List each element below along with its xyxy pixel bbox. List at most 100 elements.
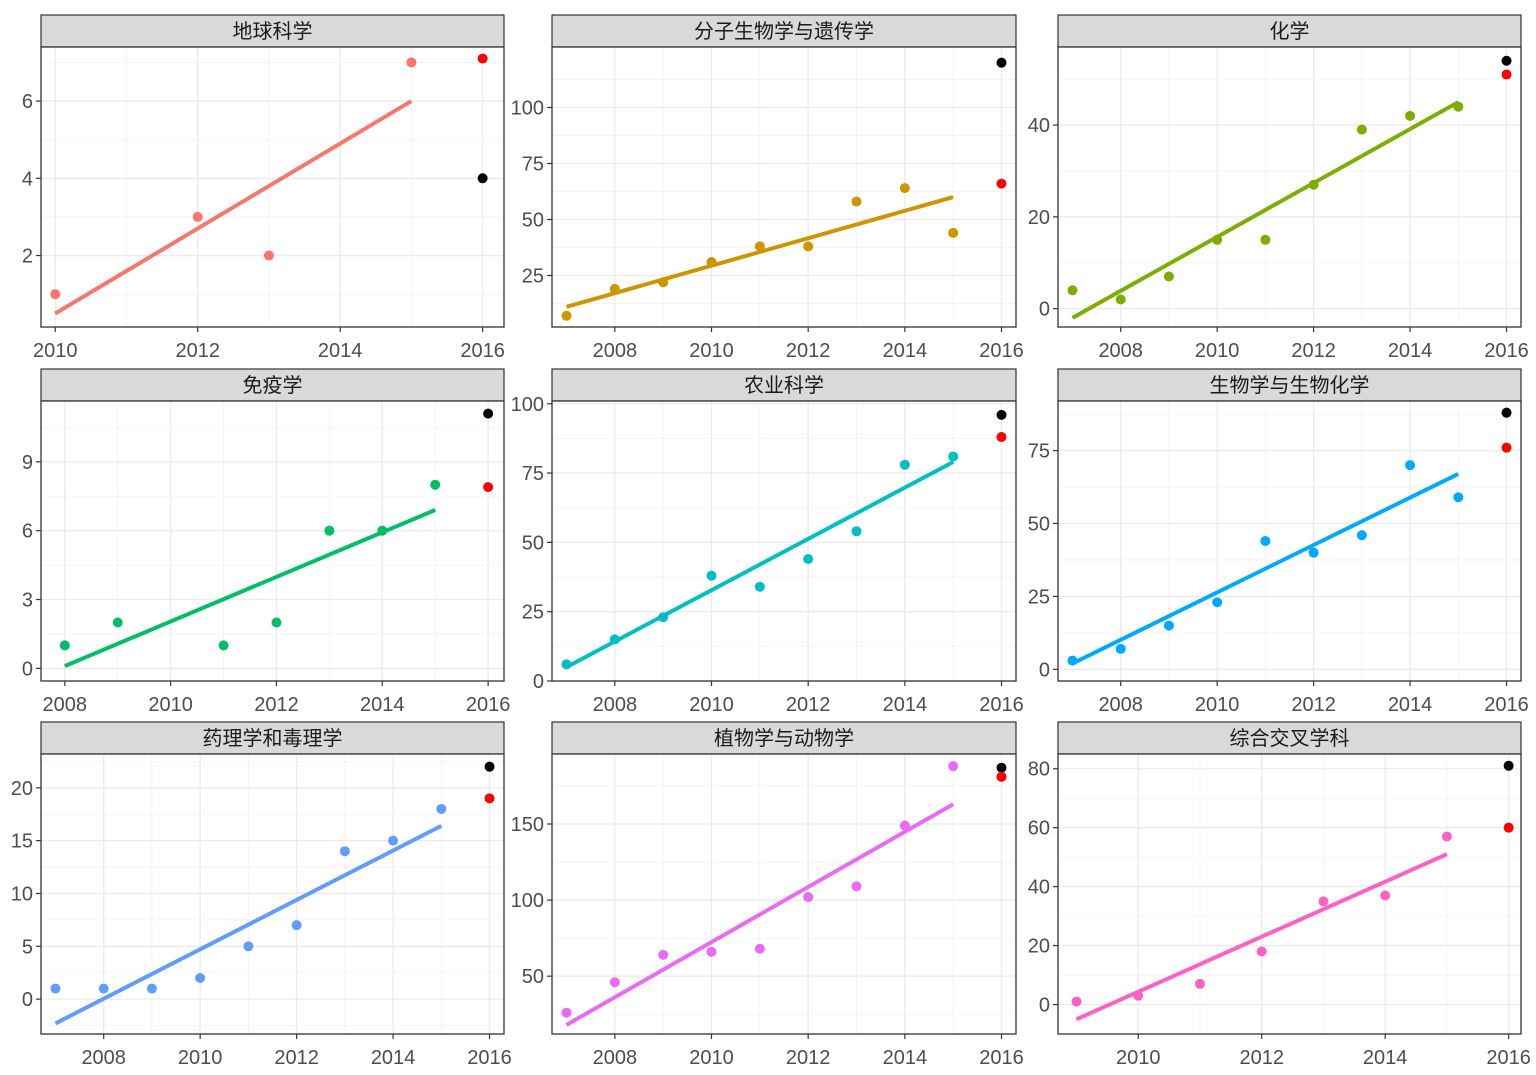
facet-panel: 农业科学 2008 2010 2012 2014 2016 0 25 50 75 100 — [511, 368, 1024, 716]
x-tick-label: 2012 — [1239, 1047, 1284, 1069]
x-tick-label: 2010 — [689, 340, 734, 362]
y-tick-label: 0 — [1039, 659, 1050, 681]
data-point — [1115, 643, 1126, 654]
y-tick-label: 2 — [22, 246, 33, 268]
data-point — [658, 277, 669, 288]
data-point — [754, 581, 765, 592]
facet-strip — [1057, 721, 1522, 755]
point-2016-red — [483, 482, 494, 493]
point-2016-red — [477, 53, 488, 64]
y-tick-label: 10 — [11, 883, 33, 905]
data-point — [1405, 460, 1416, 471]
data-point — [1308, 179, 1319, 190]
data-point — [948, 227, 959, 238]
data-point — [324, 525, 335, 536]
y-tick-label: 0 — [22, 658, 33, 680]
x-tick-label: 2016 — [1484, 340, 1529, 362]
facet-panel: 药理学和毒理学 2008 2010 2012 2014 2016 0 5 10 15 20 — [11, 721, 512, 1069]
regression-line — [64, 508, 436, 668]
y-tick-label: 20 — [1028, 207, 1050, 229]
panel-border — [40, 400, 505, 682]
x-tick-label: 2016 — [460, 340, 505, 362]
facet-title: 生物学与生物化学 — [1210, 373, 1370, 397]
facet-panel: 综合交叉学科 2010 2012 2014 2016 0 20 40 60 80 — [1028, 721, 1531, 1069]
x-tick-label: 2010 — [1195, 694, 1240, 716]
data-point — [561, 310, 572, 321]
x-tick-label: 2010 — [148, 694, 193, 716]
point-2016-red — [996, 432, 1007, 443]
data-point — [899, 459, 910, 470]
panel-border — [551, 753, 1017, 1035]
point-2016-red — [1503, 822, 1514, 833]
regression-line — [565, 802, 955, 1027]
facet-panel: 植物学与动物学 2008 2010 2012 2014 2016 50 100 150 — [511, 721, 1024, 1069]
facet-strip — [1057, 14, 1522, 48]
data-point — [1308, 547, 1319, 558]
data-point — [195, 973, 206, 983]
x-tick-label: 2012 — [274, 1047, 319, 1069]
facet-panel: 化学 2008 2010 2012 2014 2016 0 20 40 — [1028, 14, 1529, 362]
y-tick-label: 100 — [511, 890, 544, 912]
y-tick-label: 75 — [522, 463, 544, 485]
y-tick-label: 75 — [1028, 441, 1050, 463]
y-tick-label: 6 — [22, 91, 33, 113]
x-tick-label: 2016 — [979, 694, 1024, 716]
point-2016-red — [1501, 442, 1512, 453]
data-point — [430, 479, 441, 490]
panel-background — [1058, 754, 1521, 1034]
data-point — [609, 283, 620, 294]
data-point — [948, 451, 959, 462]
y-tick-label: 25 — [522, 265, 544, 287]
point-2016-black — [1501, 55, 1512, 66]
x-tick-label: 2016 — [1486, 1047, 1531, 1069]
data-point — [754, 943, 765, 954]
data-point — [803, 241, 814, 252]
y-tick-label: 50 — [522, 532, 544, 554]
data-point — [50, 983, 61, 994]
facet-strip — [40, 14, 505, 48]
x-tick-label: 2010 — [689, 1047, 734, 1069]
x-tick-label: 2016 — [466, 694, 511, 716]
y-tick-label: 150 — [511, 814, 544, 836]
x-tick-label: 2016 — [1484, 694, 1529, 716]
y-tick-label: 50 — [522, 209, 544, 231]
y-tick-label: 0 — [533, 671, 544, 693]
y-tick-label: 0 — [1039, 995, 1050, 1017]
point-2016-black — [996, 409, 1007, 420]
facet-title: 综合交叉学科 — [1230, 726, 1350, 750]
y-tick-label: 50 — [522, 966, 544, 988]
panel-background — [41, 401, 504, 681]
x-tick-label: 2012 — [786, 340, 831, 362]
data-point — [388, 835, 399, 846]
facet-strip — [551, 14, 1017, 48]
data-point — [339, 846, 350, 857]
y-tick-label: 0 — [22, 989, 33, 1011]
data-point — [609, 634, 620, 645]
facet-strip — [551, 721, 1017, 755]
y-tick-label: 6 — [22, 521, 33, 543]
data-point — [948, 761, 959, 772]
facet-title: 地球科学 — [233, 19, 313, 43]
regression-line — [565, 195, 954, 309]
data-point — [271, 617, 282, 628]
panel-background — [1058, 401, 1521, 681]
facet-title: 分子生物学与遗传学 — [694, 19, 874, 43]
data-point — [658, 612, 669, 623]
data-point — [146, 983, 157, 994]
x-tick-label: 2014 — [883, 694, 928, 716]
data-point — [1212, 597, 1223, 608]
regression-line — [54, 99, 413, 316]
data-point — [658, 949, 669, 960]
data-point — [1067, 285, 1078, 296]
panel-border — [1057, 400, 1522, 682]
facet-strip — [551, 368, 1017, 402]
regression-line — [1071, 472, 1460, 666]
facet-title: 免疫学 — [243, 373, 303, 397]
x-tick-label: 2014 — [1363, 1047, 1408, 1069]
facet-panel: 生物学与生物化学 2008 2010 2012 2014 2016 0 25 50 75 — [1028, 368, 1529, 716]
facet-panel: 分子生物学与遗传学 2008 2010 2012 2014 2016 25 50 75 100 — [511, 14, 1024, 362]
y-tick-label: 60 — [1028, 818, 1050, 840]
y-tick-label: 5 — [22, 936, 33, 958]
y-tick-label: 40 — [1028, 115, 1050, 137]
data-point — [1356, 124, 1367, 135]
